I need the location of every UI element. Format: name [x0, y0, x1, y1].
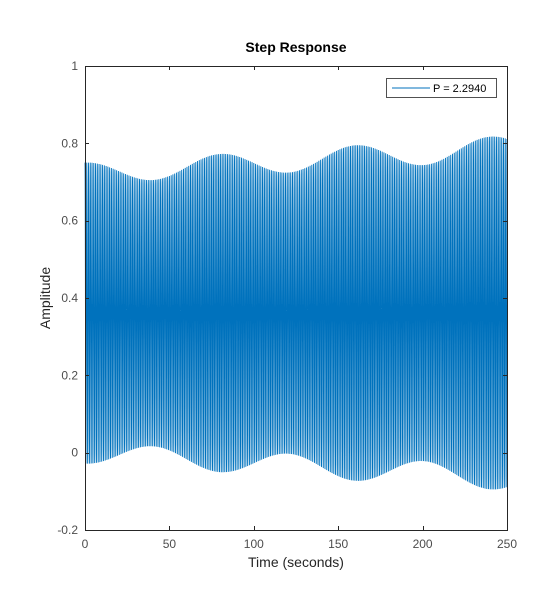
legend: P = 2.2940	[386, 78, 497, 98]
y-axis-title: Amplitude	[37, 267, 53, 329]
x-tick-label: 250	[497, 537, 517, 551]
y-tick-label: 0.2	[61, 368, 78, 382]
legend-entry-label: P = 2.2940	[433, 83, 486, 95]
x-tick-label: 50	[163, 537, 177, 551]
series-line-p-2-2940	[84, 136, 508, 490]
y-tick-label: 1	[71, 59, 78, 73]
series-layer	[84, 136, 508, 490]
y-tick-label: 0	[71, 446, 78, 460]
y-ticks: -0.2 0 0.2 0.4 0.6 0.8 1	[57, 59, 507, 537]
x-axis-title: Time (seconds)	[248, 554, 344, 570]
y-tick-label: 0.6	[61, 214, 78, 228]
y-tick-label: 0.4	[61, 291, 78, 305]
x-tick-label: 100	[244, 537, 264, 551]
legend-box	[386, 78, 497, 98]
chart-title: Step Response	[245, 39, 346, 55]
x-ticks: 0 50 100 150 200 250	[82, 66, 517, 551]
y-tick-label: 0.8	[61, 136, 78, 150]
x-tick-label: 200	[413, 537, 433, 551]
x-tick-label: 150	[328, 537, 348, 551]
y-tick-label: -0.2	[57, 523, 78, 537]
x-tick-label: 0	[82, 537, 89, 551]
